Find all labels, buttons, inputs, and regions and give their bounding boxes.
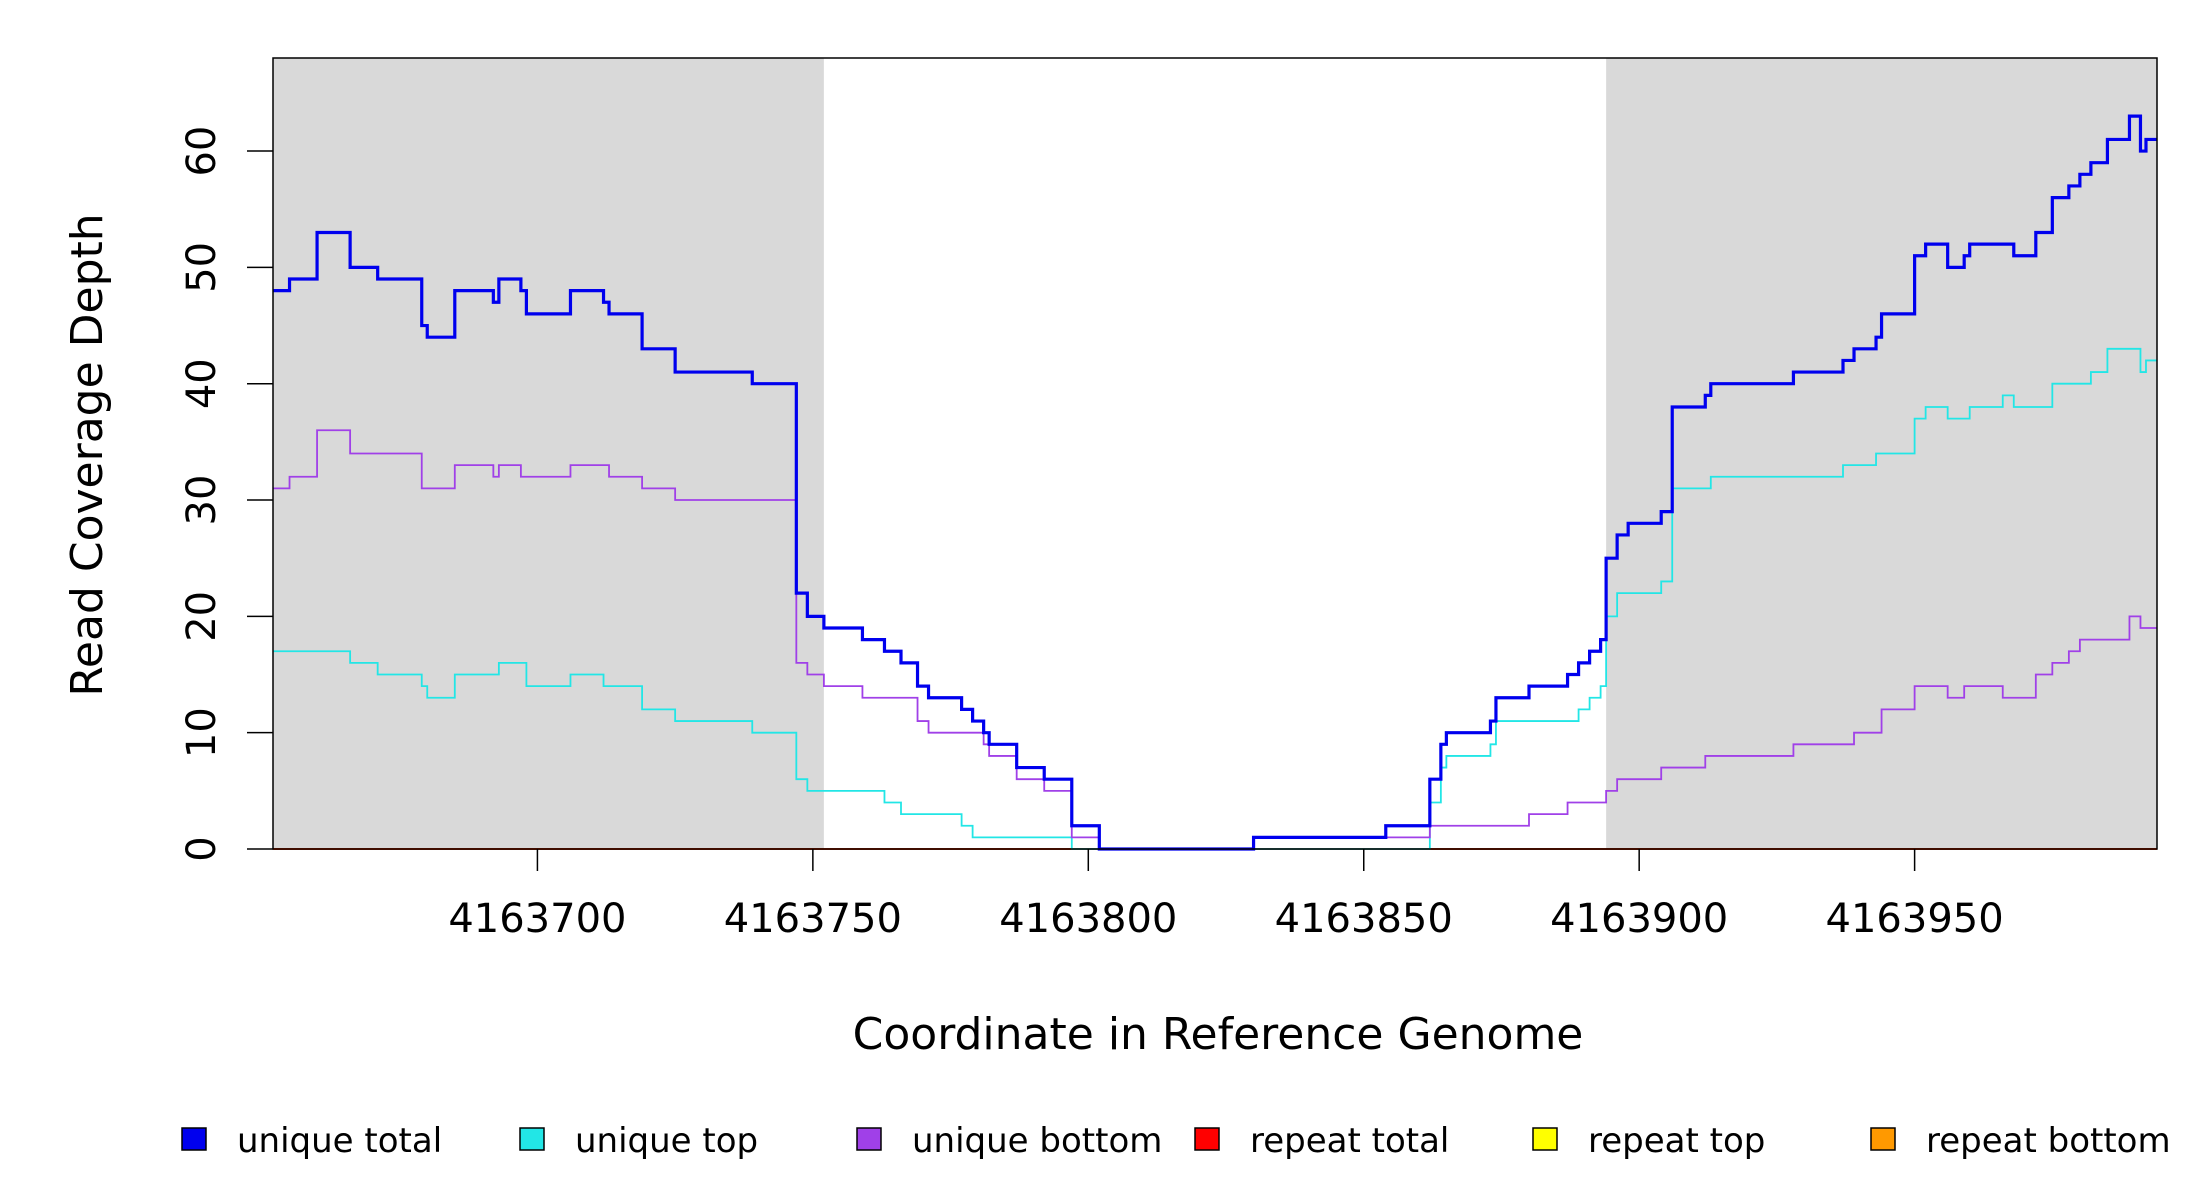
legend-label-2: unique bottom xyxy=(912,1121,1162,1161)
series-line-unique-top xyxy=(273,347,2157,850)
y-tick-label-1: 10 xyxy=(179,707,225,758)
x-tick-label-3: 4163850 xyxy=(1275,896,1453,942)
y-tick-label-3: 30 xyxy=(179,475,225,526)
x-axis-label: Coordinate in Reference Genome xyxy=(853,1009,1584,1060)
legend: unique total unique top unique bottom repea… xyxy=(181,1121,2171,1161)
legend-swatch-0 xyxy=(181,1127,207,1151)
x-axis: 4163700 4163750 4163800 4163850 4163900 41639… xyxy=(448,849,2004,942)
y-tick-label-5: 50 xyxy=(179,242,225,293)
x-tick-label-4: 4163900 xyxy=(1550,896,1728,942)
legend-swatch-3 xyxy=(1194,1127,1220,1151)
y-tick-label-4: 40 xyxy=(179,358,225,409)
y-tick-label-0: 0 xyxy=(179,836,225,861)
legend-label-0: unique total xyxy=(237,1121,442,1161)
legend-label-1: unique top xyxy=(575,1121,758,1161)
x-tick-label-1: 4163750 xyxy=(724,896,902,942)
y-axis: 0 10 20 30 40 50 60 xyxy=(179,126,273,862)
shaded-regions xyxy=(273,58,2157,849)
x-tick-label-5: 4163950 xyxy=(1826,896,2004,942)
y-tick-label-2: 20 xyxy=(179,591,225,642)
legend-swatch-2 xyxy=(856,1127,882,1151)
legend-label-5: repeat bottom xyxy=(1926,1121,2171,1161)
legend-label-4: repeat top xyxy=(1588,1121,1765,1161)
series-line-unique-total xyxy=(273,114,2157,851)
y-axis-label: Read Coverage Depth xyxy=(62,213,113,696)
legend-label-3: repeat total xyxy=(1250,1121,1449,1161)
x-tick-label-0: 4163700 xyxy=(448,896,626,942)
legend-swatch-5 xyxy=(1870,1127,1896,1151)
legend-swatch-1 xyxy=(519,1127,545,1151)
plot-frame xyxy=(272,57,2158,850)
legend-swatch-4 xyxy=(1532,1127,1558,1151)
y-tick-label-6: 60 xyxy=(179,126,225,177)
plot-border xyxy=(272,57,2158,850)
x-tick-label-2: 4163800 xyxy=(999,896,1177,942)
